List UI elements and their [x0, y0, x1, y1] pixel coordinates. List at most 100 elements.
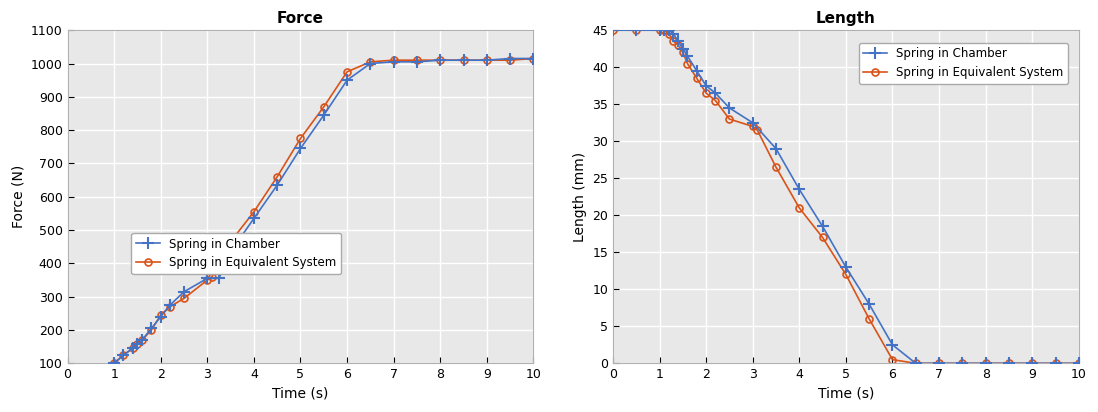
Spring in Chamber [816, 224, 829, 229]
Spring in Equivalent System [294, 136, 307, 141]
Spring in Equivalent System [681, 61, 694, 66]
Spring in Chamber [164, 302, 177, 307]
Spring in Equivalent System [816, 235, 829, 240]
Spring in Equivalent System [317, 104, 330, 109]
Spring in Equivalent System [388, 58, 401, 63]
X-axis label: Time (s): Time (s) [818, 387, 874, 401]
Spring in Equivalent System [709, 98, 722, 103]
Spring in Chamber [135, 337, 148, 342]
Spring in Equivalent System [108, 361, 121, 366]
Spring in Equivalent System [340, 69, 354, 74]
Spring in Chamber [886, 342, 899, 347]
Title: Length: Length [816, 11, 876, 26]
Spring in Equivalent System [722, 117, 736, 122]
Spring in Equivalent System [863, 316, 876, 321]
Spring in Chamber [504, 56, 517, 61]
Spring in Equivalent System [363, 59, 377, 64]
Spring in Chamber [247, 216, 260, 221]
Spring in Equivalent System [1026, 361, 1039, 366]
Spring in Equivalent System [135, 337, 148, 342]
Spring in Equivalent System [909, 361, 922, 366]
Spring in Chamber [363, 61, 377, 66]
Spring in Chamber [653, 28, 666, 33]
Spring in Equivalent System [247, 209, 260, 214]
Spring in Chamber [388, 59, 401, 64]
Spring in Equivalent System [979, 361, 993, 366]
Spring in Chamber [131, 342, 144, 346]
Spring in Chamber [662, 28, 675, 33]
Spring in Equivalent System [1002, 361, 1016, 366]
Spring in Equivalent System [658, 28, 671, 33]
Spring in Chamber [457, 58, 470, 63]
Line: Spring in Chamber: Spring in Chamber [109, 53, 539, 369]
Spring in Chamber [1073, 361, 1086, 366]
Spring in Chamber [979, 361, 993, 366]
Spring in Chamber [527, 56, 540, 61]
Spring in Chamber [294, 146, 307, 151]
Spring in Chamber [793, 187, 806, 192]
Spring in Equivalent System [126, 346, 139, 351]
Spring in Chamber [116, 353, 130, 358]
Spring in Chamber [411, 59, 424, 64]
Line: Spring in Equivalent System: Spring in Equivalent System [111, 55, 537, 367]
Spring in Equivalent System [666, 39, 680, 44]
Spring in Chamber [839, 265, 852, 269]
Line: Spring in Chamber: Spring in Chamber [607, 25, 1085, 369]
Spring in Chamber [606, 28, 619, 33]
Spring in Chamber [909, 361, 922, 366]
Spring in Equivalent System [770, 165, 783, 170]
Spring in Equivalent System [839, 272, 852, 277]
Y-axis label: Length (mm): Length (mm) [573, 152, 586, 242]
Line: Spring in Equivalent System: Spring in Equivalent System [609, 27, 1083, 367]
Spring in Chamber [1049, 361, 1062, 366]
Spring in Equivalent System [434, 58, 447, 63]
Spring in Chamber [145, 326, 158, 331]
Spring in Chamber [722, 105, 736, 110]
Spring in Equivalent System [178, 296, 191, 301]
Spring in Equivalent System [154, 313, 167, 318]
Spring in Chamber [224, 249, 237, 254]
Spring in Equivalent System [131, 342, 144, 346]
Spring in Chamber [1026, 361, 1039, 366]
Y-axis label: Force (N): Force (N) [11, 165, 25, 228]
Spring in Chamber [955, 361, 968, 366]
Spring in Equivalent System [955, 361, 968, 366]
Spring in Equivalent System [606, 28, 619, 33]
Spring in Chamber [154, 314, 167, 319]
Spring in Equivalent System [145, 328, 158, 332]
Spring in Chamber [201, 276, 214, 281]
Spring in Chamber [699, 83, 713, 88]
Spring in Chamber [340, 78, 354, 83]
Spring in Chamber [434, 58, 447, 63]
Spring in Equivalent System [504, 58, 517, 63]
Spring in Equivalent System [886, 357, 899, 362]
Spring in Chamber [672, 39, 685, 44]
Spring in Chamber [747, 120, 760, 125]
Legend: Spring in Chamber, Spring in Equivalent System: Spring in Chamber, Spring in Equivalent … [859, 43, 1068, 84]
Spring in Equivalent System [672, 42, 685, 47]
Spring in Equivalent System [411, 58, 424, 63]
Spring in Equivalent System [751, 128, 764, 133]
Spring in Equivalent System [205, 274, 219, 279]
Spring in Chamber [480, 58, 493, 63]
Spring in Chamber [317, 112, 330, 117]
Spring in Equivalent System [224, 239, 237, 244]
Spring in Chamber [270, 183, 283, 187]
Spring in Chamber [709, 91, 722, 96]
Spring in Chamber [658, 28, 671, 33]
Spring in Chamber [126, 346, 139, 351]
Spring in Equivalent System [662, 31, 675, 36]
Spring in Equivalent System [457, 58, 470, 63]
Spring in Equivalent System [527, 56, 540, 61]
Spring in Chamber [681, 54, 694, 59]
Spring in Equivalent System [699, 91, 713, 96]
X-axis label: Time (s): Time (s) [272, 387, 328, 401]
Legend: Spring in Chamber, Spring in Equivalent System: Spring in Chamber, Spring in Equivalent … [132, 233, 341, 274]
Spring in Equivalent System [1049, 361, 1062, 366]
Spring in Chamber [863, 302, 876, 307]
Spring in Equivalent System [653, 28, 666, 33]
Spring in Equivalent System [932, 361, 945, 366]
Spring in Equivalent System [116, 353, 130, 358]
Spring in Chamber [691, 68, 704, 73]
Spring in Chamber [1002, 361, 1016, 366]
